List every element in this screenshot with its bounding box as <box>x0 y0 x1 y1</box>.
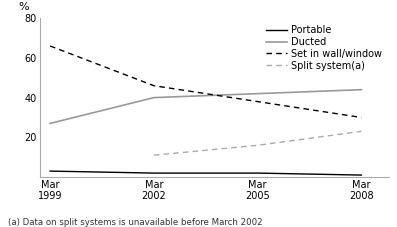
Portable <box>48 170 52 173</box>
Set in wall/window <box>359 116 364 119</box>
Set in wall/window <box>48 44 52 47</box>
Split system(a) <box>359 130 364 133</box>
Ducted <box>48 122 52 125</box>
Line: Ducted: Ducted <box>50 90 361 123</box>
Text: (a) Data on split systems is unavailable before March 2002: (a) Data on split systems is unavailable… <box>8 218 262 227</box>
Ducted <box>359 88 364 91</box>
Line: Portable: Portable <box>50 171 361 175</box>
Portable <box>152 172 156 174</box>
Set in wall/window <box>152 84 156 87</box>
Text: %: % <box>19 2 29 12</box>
Line: Set in wall/window: Set in wall/window <box>50 46 361 118</box>
Set in wall/window <box>255 100 260 103</box>
Portable <box>255 172 260 174</box>
Ducted <box>255 92 260 95</box>
Portable <box>359 174 364 176</box>
Ducted <box>152 96 156 99</box>
Line: Split system(a): Split system(a) <box>154 131 361 155</box>
Split system(a) <box>152 154 156 157</box>
Split system(a) <box>255 144 260 147</box>
Legend: Portable, Ducted, Set in wall/window, Split system(a): Portable, Ducted, Set in wall/window, Sp… <box>264 23 384 73</box>
